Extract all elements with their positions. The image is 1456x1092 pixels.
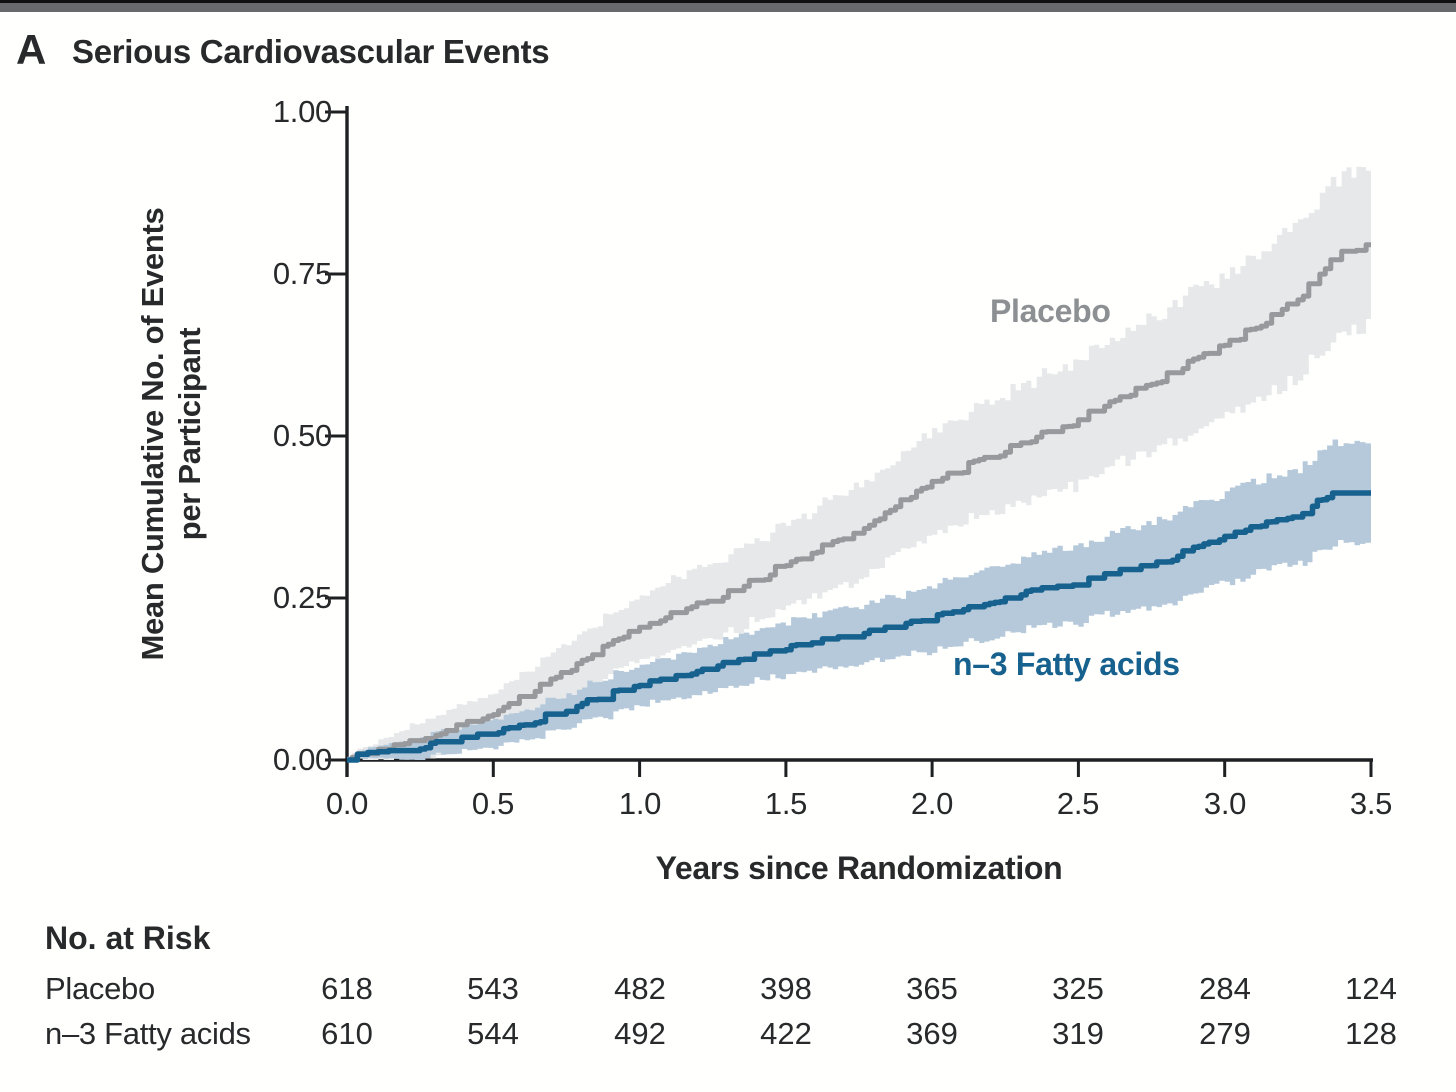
y-tick-label: 1.00 [272,94,332,129]
x-tick-label: 3.0 [1203,786,1247,821]
x-tick-label: 1.5 [764,786,808,821]
risk-value: 128 [1345,1016,1397,1051]
x-tick-label: 0.5 [471,786,515,821]
x-tick-label: 2.0 [910,786,954,821]
y-tick-label: 0.75 [272,256,332,291]
panel-letter: A [16,26,47,73]
risk-value: 544 [467,1016,519,1051]
x-tick-label: 2.5 [1056,786,1100,821]
y-axis-title-line1: Mean Cumulative No. of Events [135,207,170,661]
risk-row-label-placebo: Placebo [45,971,155,1006]
risk-value: 319 [1052,1016,1104,1051]
risk-value: 325 [1052,971,1104,1006]
risk-value: 618 [321,971,373,1006]
window-top-bar [0,0,1456,12]
risk-value: 369 [906,1016,958,1051]
x-tick-label: 3.5 [1349,786,1393,821]
x-axis-title: Years since Randomization [655,850,1063,886]
panel-title: Serious Cardiovascular Events [72,33,550,70]
risk-value: 279 [1199,1016,1251,1051]
risk-value: 610 [321,1016,373,1051]
y-tick-label: 0.25 [272,580,332,615]
risk-value: 284 [1199,971,1251,1006]
y-tick-label: 0.00 [272,742,332,777]
risk-value: 398 [760,971,812,1006]
series-label-n3-fatty-acids: n–3 Fatty acids [953,646,1180,682]
y-tick-label: 0.50 [272,418,332,453]
risk-value: 124 [1345,971,1397,1006]
risk-value: 543 [467,971,519,1006]
risk-row-label-n3: n–3 Fatty acids [45,1016,251,1051]
window-top-border [0,0,1456,3]
risk-value: 365 [906,971,958,1006]
y-axis-title-line2: per Participant [172,327,207,541]
y-axis-title: Mean Cumulative No. of Events per Partic… [134,114,210,754]
x-tick-label: 0.0 [325,786,369,821]
risk-value: 482 [614,971,666,1006]
risk-value: 422 [760,1016,812,1051]
risk-value: 492 [614,1016,666,1051]
x-tick-label: 1.0 [618,786,662,821]
risk-table-header: No. at Risk [45,920,211,956]
series-label-placebo: Placebo [990,293,1111,329]
